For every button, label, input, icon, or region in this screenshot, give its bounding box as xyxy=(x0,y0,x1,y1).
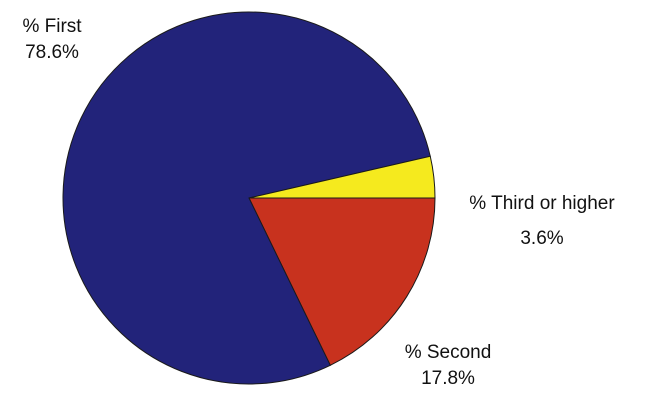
slice-label-second-name: % Second xyxy=(405,342,492,363)
slice-label-first-name: % First xyxy=(22,16,82,37)
slice-label-second-value: 17.8% xyxy=(421,368,475,389)
pie-slice-second xyxy=(248,197,436,366)
slice-label-third-name: % Third or higher xyxy=(469,193,615,214)
slice-label-first-value: 78.6% xyxy=(25,42,79,63)
pie-slices xyxy=(62,11,436,385)
pie-slice-third-or-higher xyxy=(248,155,436,199)
pie-slice-first xyxy=(62,11,431,385)
slice-label-third-value: 3.6% xyxy=(520,228,563,249)
